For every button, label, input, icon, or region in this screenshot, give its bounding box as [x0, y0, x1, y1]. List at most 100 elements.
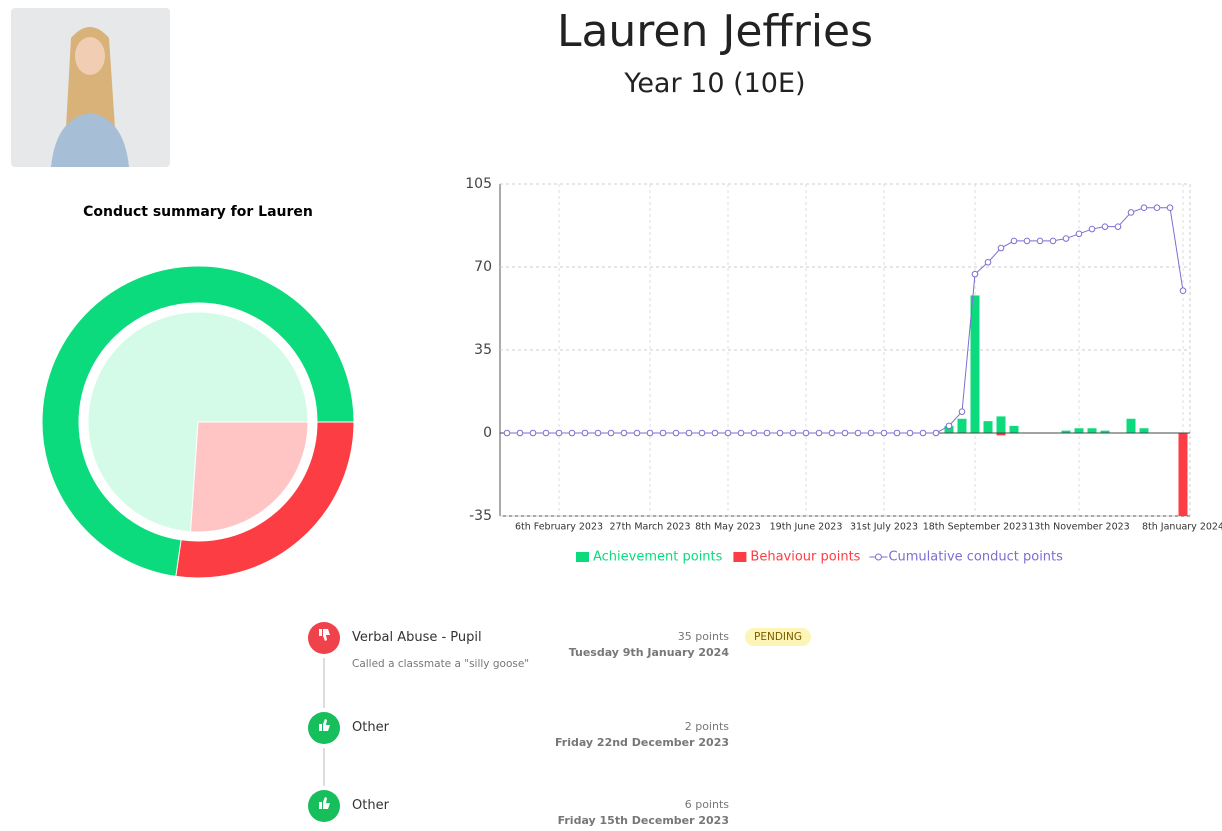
photo-art: [51, 27, 129, 167]
thumb-down: [319, 629, 330, 641]
line-point: [945, 422, 953, 430]
legend-label: Achievement points: [593, 550, 723, 565]
connector: [323, 658, 325, 708]
line-point: [763, 429, 771, 437]
line-point: [971, 270, 979, 278]
line-point: [1075, 230, 1083, 238]
x-tick-label: 13th November 2023: [1028, 522, 1129, 533]
line: [507, 207, 1184, 434]
bar: [1061, 430, 1071, 433]
event-points: 2 points: [684, 720, 729, 733]
bar: [944, 425, 954, 433]
x-tick-label: 6th February 2023: [515, 522, 603, 533]
x-tick-label: 18th September 2023: [923, 522, 1028, 533]
y-tick-label: 0: [483, 425, 492, 441]
event-date: Tuesday 9th January 2024: [568, 646, 729, 659]
student-year: Year 10 (10E): [624, 68, 806, 99]
event-date: Friday 15th December 2023: [557, 814, 729, 827]
line-point: [750, 429, 758, 437]
line-point: [789, 429, 797, 437]
line-point: [1049, 237, 1057, 245]
line-point: [841, 429, 849, 437]
line-point: [1010, 237, 1018, 245]
event-icon: [308, 622, 340, 654]
legend-swatch: [874, 553, 882, 561]
line-point: [607, 429, 615, 437]
line-point: [737, 429, 745, 437]
line-point: [776, 429, 784, 437]
event-points: 35 points: [677, 630, 729, 643]
line-point: [1023, 237, 1031, 245]
line-point: [581, 429, 589, 437]
donut-segment: [87, 311, 309, 533]
connector: [323, 748, 325, 786]
line-point: [594, 429, 602, 437]
line-point: [880, 429, 888, 437]
profile-photo: [11, 8, 170, 167]
thumb-up: [319, 719, 330, 731]
line-point: [958, 408, 966, 415]
legend-label: Behaviour points: [750, 550, 860, 565]
line-point: [503, 429, 511, 437]
bar: [996, 416, 1006, 433]
line-point: [1179, 287, 1187, 295]
line-point: [906, 429, 914, 437]
bar: [1100, 430, 1110, 433]
event-points: 6 points: [684, 798, 729, 811]
y-tick-label: -35: [469, 508, 492, 524]
event-title: Other: [352, 798, 389, 813]
line-point: [1088, 225, 1096, 233]
bar: [1178, 433, 1188, 516]
line-point: [867, 429, 875, 437]
legend-swatch: [733, 552, 747, 562]
line-point: [1166, 204, 1174, 212]
student-name: Lauren Jeffries: [556, 6, 874, 57]
line-point: [1140, 204, 1148, 212]
line-point: [542, 429, 550, 437]
charts: Conduct summary for Lauren -35 0 35 70 105 6t…: [41, 176, 1222, 579]
bar: [1087, 428, 1097, 433]
x-tick-label: 27th March 2023: [609, 522, 690, 533]
line-point: [1127, 209, 1135, 216]
line-point: [672, 429, 680, 437]
line-point: [932, 429, 940, 437]
line-point: [724, 429, 732, 437]
line-point: [984, 258, 992, 266]
event-icon: [308, 712, 340, 744]
line-point: [555, 429, 563, 437]
legend-label: Cumulative conduct points: [888, 550, 1063, 565]
donut-segment: [189, 421, 309, 533]
line-point: [815, 429, 823, 437]
event-title: Other: [352, 720, 389, 735]
bar: [983, 421, 993, 433]
y-tick-label: 35: [474, 342, 492, 358]
line-point: [529, 429, 537, 437]
line-point: [1114, 223, 1122, 230]
line-point: [698, 429, 706, 437]
event-title: Verbal Abuse - Pupil: [352, 630, 482, 645]
line-point: [620, 429, 628, 437]
legend-swatch: [576, 552, 589, 562]
line-point: [646, 429, 654, 437]
line-point: [802, 429, 810, 437]
x-tick-label: 8th January 2024: [1142, 522, 1222, 533]
thumb-up: [319, 797, 330, 809]
line-point: [633, 429, 641, 437]
bar: [970, 295, 980, 433]
line-point: [893, 429, 901, 437]
x-tick-label: 8th May 2023: [695, 522, 761, 533]
donut-title: Conduct summary for Lauren: [83, 204, 313, 220]
line-point: [828, 429, 836, 437]
line-point: [997, 244, 1005, 252]
bar: [1126, 418, 1136, 433]
line-point: [1153, 204, 1161, 212]
line-point: [1036, 237, 1044, 245]
x-tick-label: 19th June 2023: [770, 522, 843, 533]
line-point: [1062, 235, 1070, 242]
status-badge: PENDING: [745, 628, 811, 646]
line-point: [659, 429, 667, 437]
line-point: [516, 429, 524, 437]
event-date: Friday 22nd December 2023: [554, 736, 729, 749]
line-point: [919, 429, 927, 437]
y-tick-label: 105: [465, 176, 492, 192]
